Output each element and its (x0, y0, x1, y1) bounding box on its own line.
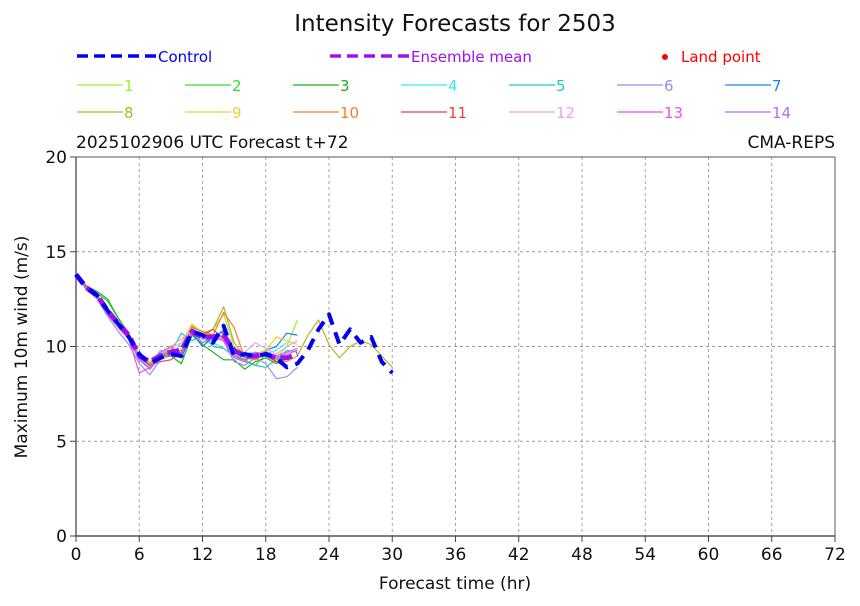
legend-member-1-label: 1 (124, 77, 134, 95)
grid (76, 157, 835, 536)
x-tick-label: 0 (71, 545, 82, 565)
legend-land-label: Land point (681, 48, 761, 66)
legend-member-5-label: 5 (556, 77, 566, 95)
x-tick-label: 30 (381, 545, 403, 565)
x-tick-label: 48 (571, 545, 593, 565)
legend-land: Land point (662, 48, 761, 66)
x-tick-label: 66 (761, 545, 783, 565)
land-point-marker-icon (662, 54, 668, 60)
legend-member-2-label: 2 (232, 77, 242, 95)
axes: 0 6 12 18 24 30 36 42 48 54 60 66 72 0 5 10 15 20 (45, 148, 845, 565)
x-tick-label: 12 (192, 545, 214, 565)
x-axis-label: Forecast time (hr) (379, 574, 531, 594)
legend-member-13-label: 13 (664, 104, 683, 122)
legend-control: Control (77, 48, 212, 66)
legend-mean: Ensemble mean (330, 48, 532, 66)
y-tick-label: 15 (45, 243, 67, 263)
legend-mean-label: Ensemble mean (411, 48, 532, 66)
legend-member-3-label: 3 (340, 77, 350, 95)
legend-member-11-label: 11 (448, 104, 467, 122)
x-tick-label: 42 (508, 545, 530, 565)
legend-member-10-label: 10 (340, 104, 359, 122)
x-tick-label: 24 (318, 545, 340, 565)
series-control (74, 273, 394, 375)
x-tick-label: 18 (255, 545, 277, 565)
legend-control-label: Control (158, 48, 212, 66)
series-member-6 (75, 274, 298, 380)
model-label: CMA-REPS (747, 133, 835, 153)
x-tick-label: 60 (698, 545, 720, 565)
legend-member-6-label: 6 (664, 77, 674, 95)
x-tick-label: 72 (824, 545, 846, 565)
legend-member-7-label: 7 (772, 77, 782, 95)
legend-member-14-label: 14 (772, 104, 791, 122)
legend-member-12-label: 12 (556, 104, 575, 122)
forecast-init-label: 2025102906 UTC Forecast t+72 (76, 133, 349, 153)
y-tick-label: 5 (56, 432, 67, 452)
member-legend: 1 2 3 4 5 6 78 9 10 11 12 13 14 (77, 77, 791, 122)
series-layer (74, 272, 394, 380)
chart-title: Intensity Forecasts for 2503 (294, 11, 616, 37)
x-tick-label: 36 (445, 545, 467, 565)
x-tick-label: 54 (634, 545, 656, 565)
x-tick-label: 6 (134, 545, 145, 565)
y-axis-label: Maximum 10m wind (m/s) (12, 236, 32, 459)
legend-member-9-label: 9 (232, 104, 242, 122)
legend-member-4-label: 4 (448, 77, 458, 95)
y-tick-label: 20 (45, 148, 67, 168)
legend-member-8-label: 8 (124, 104, 134, 122)
y-tick-label: 0 (56, 527, 67, 547)
y-tick-label: 10 (45, 338, 67, 358)
